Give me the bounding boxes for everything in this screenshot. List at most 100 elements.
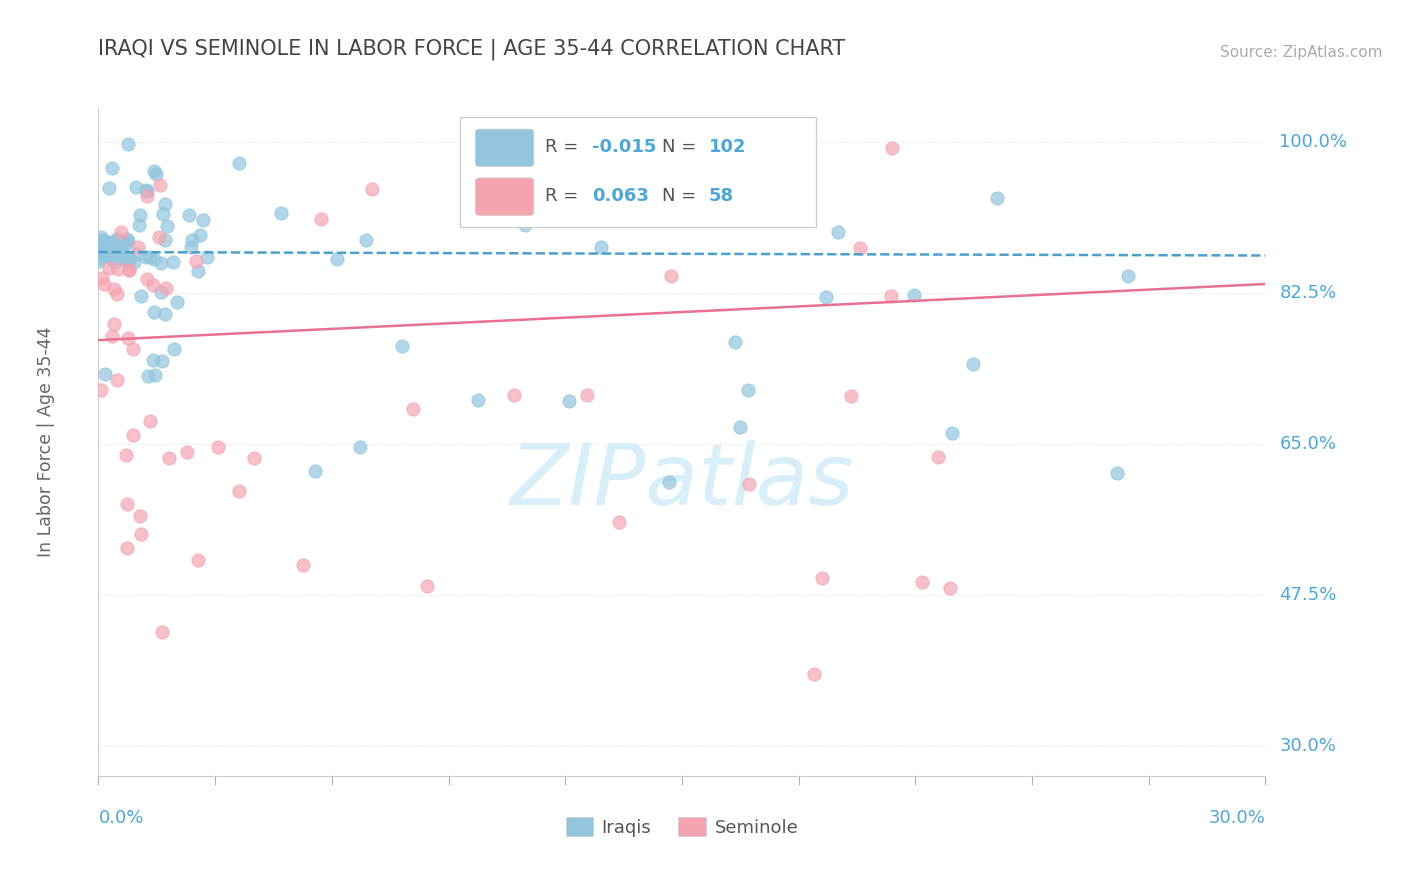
Point [659,269,682,284]
Point [179,208,201,222]
Point [101,246,124,260]
Text: 58: 58 [709,187,734,205]
Point [110,240,132,254]
Point [243,450,266,465]
Point [93,237,115,252]
Point [105,234,128,248]
Point [128,208,150,222]
Text: R =: R = [546,187,585,205]
Point [129,289,152,303]
Point [143,164,166,178]
Point [941,425,963,440]
Point [700,188,723,202]
Point [93,235,115,250]
Point [187,264,209,278]
Point [125,180,148,194]
Point [193,213,215,227]
Point [135,189,157,203]
Point [304,464,326,478]
Text: In Labor Force | Age 35-44: In Labor Force | Age 35-44 [37,326,55,557]
Point [744,150,766,164]
Text: 65.0%: 65.0% [1279,434,1336,453]
Point [176,444,198,458]
Point [349,440,371,454]
Point [360,182,382,196]
Point [402,402,425,417]
Point [128,508,150,523]
Point [90,243,112,257]
Point [728,420,751,434]
Point [416,579,439,593]
Point [153,307,176,321]
Point [135,250,157,264]
Point [1116,268,1139,283]
Point [880,289,903,303]
Point [609,515,631,529]
Point [180,239,202,253]
Point [839,389,862,403]
Point [136,368,159,383]
Point [103,317,125,331]
Point [880,141,903,155]
Point [143,368,166,382]
Point [97,249,120,263]
Point [149,285,172,300]
Point [117,331,139,345]
Point [89,229,111,244]
Text: N =: N = [662,187,702,205]
Text: 30.0%: 30.0% [1279,737,1336,755]
Point [163,343,186,357]
Text: 0.0%: 0.0% [98,810,143,828]
Point [98,260,121,275]
Point [910,574,932,589]
Point [142,352,165,367]
Point [738,477,761,491]
Point [89,247,111,261]
Point [115,541,138,555]
Point [93,235,115,249]
Point [166,294,188,309]
Point [1105,466,1128,480]
Point [162,255,184,269]
Point [115,497,138,511]
Point [105,232,128,246]
Point [186,254,208,268]
FancyBboxPatch shape [475,178,534,216]
Point [98,246,121,260]
Point [91,233,114,247]
Point [827,225,849,239]
Point [110,225,132,239]
Point [89,251,111,265]
Point [108,242,131,256]
Text: R =: R = [546,138,585,156]
Point [270,206,292,220]
Point [153,197,176,211]
Point [105,287,128,301]
Text: ZIPatlas: ZIPatlas [510,440,853,524]
Point [149,178,172,193]
Point [197,250,219,264]
Point [228,155,250,169]
Point [658,475,681,489]
Point [118,263,141,277]
Point [111,245,134,260]
Point [187,553,209,567]
Text: IRAQI VS SEMINOLE IN LABOR FORCE | AGE 35-44 CORRELATION CHART: IRAQI VS SEMINOLE IN LABOR FORCE | AGE 3… [98,38,845,60]
Point [156,219,179,234]
Point [986,191,1008,205]
Text: N =: N = [662,138,702,156]
Point [503,387,526,401]
Point [117,234,139,248]
Point [115,232,138,246]
Point [354,233,377,247]
Point [848,241,870,255]
Point [117,136,139,151]
Text: 102: 102 [709,138,747,156]
Point [114,448,136,462]
Point [91,270,114,285]
Point [153,234,176,248]
Point [94,368,117,382]
Point [100,329,122,343]
Point [135,183,157,197]
Text: 82.5%: 82.5% [1279,284,1337,301]
